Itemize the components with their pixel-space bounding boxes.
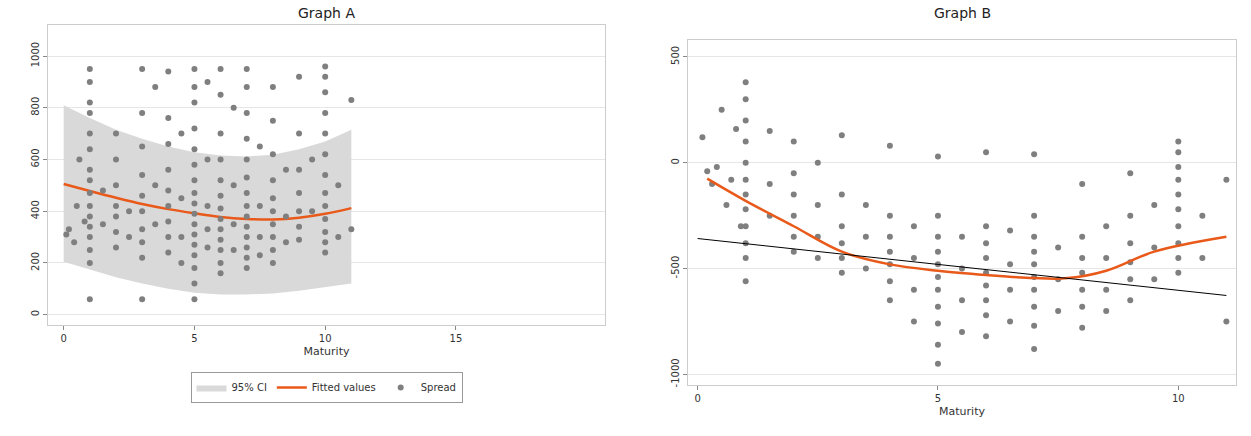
svg-text:5: 5 (935, 393, 941, 404)
svg-text:Maturity: Maturity (304, 345, 350, 358)
svg-text:15: 15 (450, 333, 463, 344)
svg-text:Graph A: Graph A (298, 5, 355, 21)
svg-text:10: 10 (319, 333, 332, 344)
svg-text:1000: 1000 (30, 42, 41, 67)
svg-text:0: 0 (30, 310, 41, 316)
svg-text:95% CI: 95% CI (232, 382, 267, 393)
svg-text:200: 200 (30, 252, 41, 271)
svg-text:0: 0 (670, 158, 681, 164)
svg-text:Fitted values: Fitted values (312, 382, 376, 393)
svg-text:0: 0 (694, 393, 700, 404)
svg-text:600: 600 (30, 148, 41, 167)
svg-text:Maturity: Maturity (939, 405, 985, 418)
svg-text:400: 400 (30, 200, 41, 219)
svg-text:Graph B: Graph B (934, 5, 991, 21)
svg-text:Spread: Spread (421, 382, 456, 393)
svg-text:10: 10 (1172, 393, 1185, 404)
svg-text:500: 500 (670, 46, 681, 65)
svg-text:-500: -500 (670, 256, 681, 279)
svg-text:-1000: -1000 (670, 358, 681, 387)
svg-text:800: 800 (30, 97, 41, 116)
svg-text:5: 5 (191, 333, 197, 344)
svg-text:0: 0 (61, 333, 67, 344)
